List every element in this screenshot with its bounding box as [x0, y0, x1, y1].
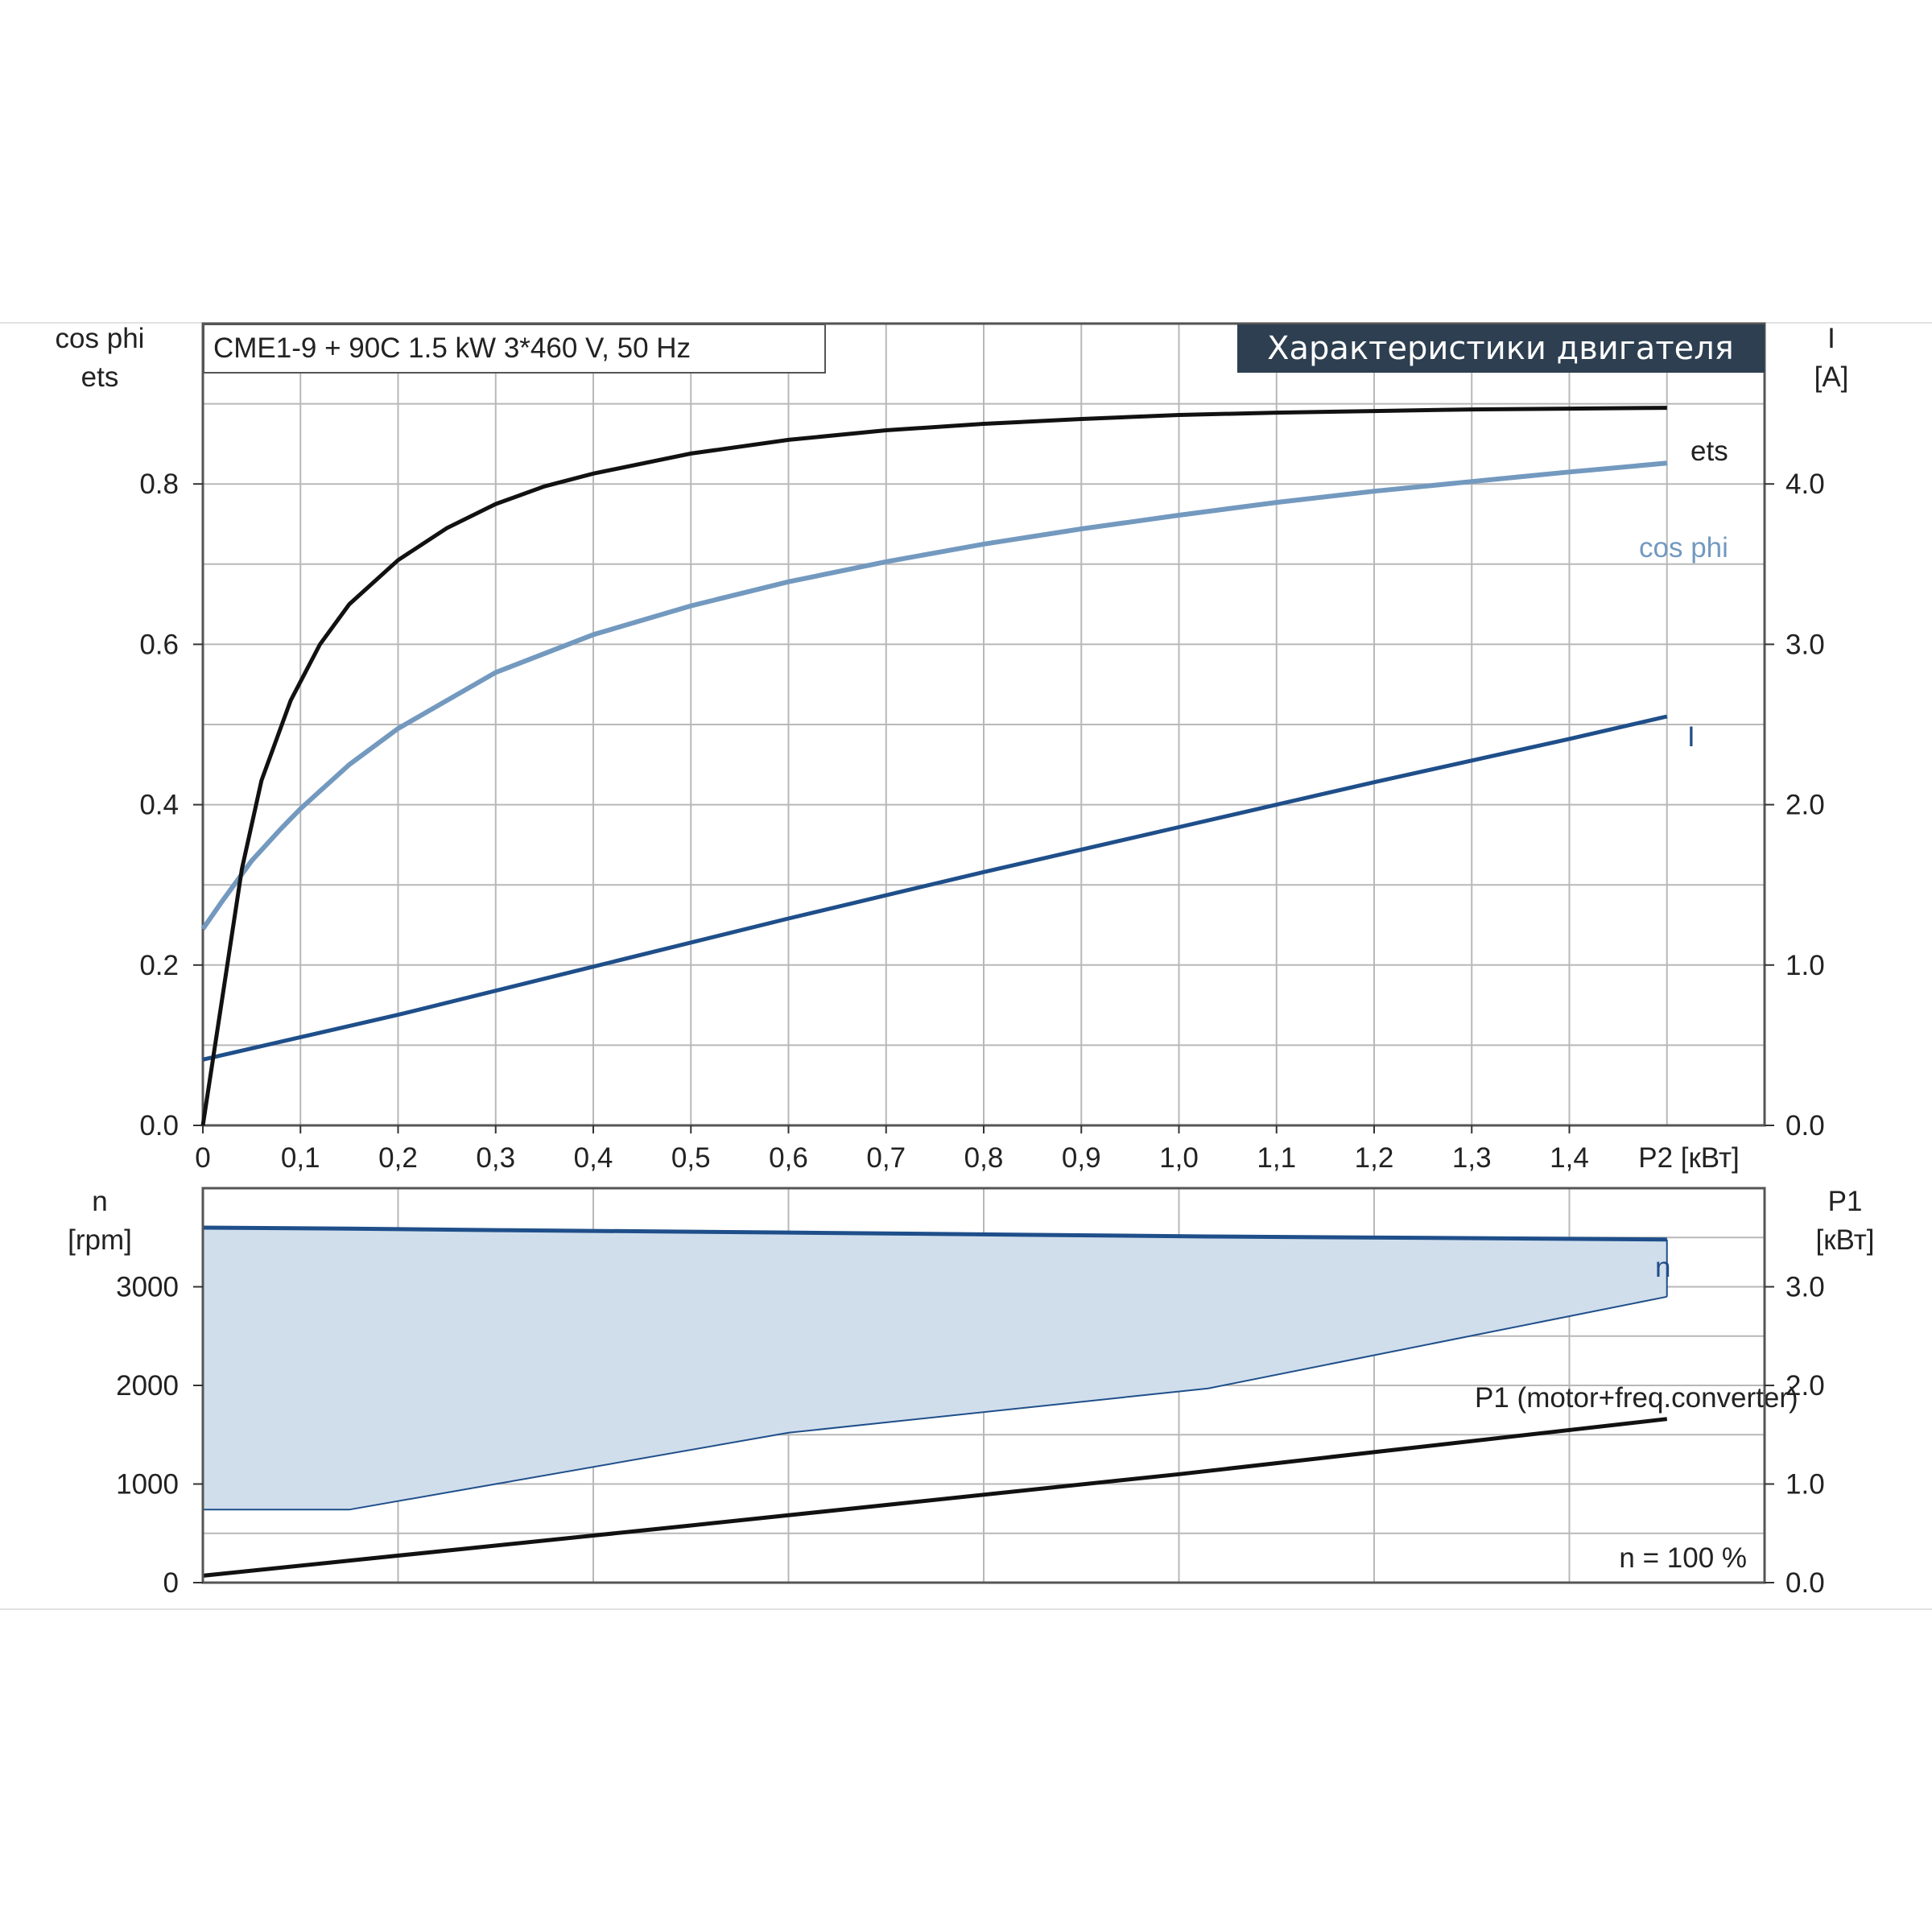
y-right-axis-label: [кВт] [1816, 1224, 1875, 1256]
speed-annotation: n = 100 % [1619, 1542, 1747, 1574]
x-tick-label: 0 [195, 1142, 210, 1174]
speed-upper-line [202, 1225, 1667, 1242]
y-left-tick-label: 2000 [116, 1370, 179, 1402]
y-left-tick-label: 3000 [116, 1272, 179, 1303]
series-line-current [202, 714, 1668, 1062]
x-tick-label: 0,7 [866, 1142, 906, 1174]
series-label-ets: ets [1690, 436, 1728, 467]
subtitle-box [203, 324, 826, 374]
y-right-tick-label: 2.0 [1785, 790, 1825, 821]
y-right-axis-label: P1 [1828, 1186, 1863, 1217]
y-right-tick-label: 2.0 [1785, 1370, 1825, 1402]
y-left-tick-label: 0.8 [139, 469, 179, 500]
series-label-cos-phi: cos phi [1639, 532, 1728, 564]
y-left-axis-label: ets [81, 361, 119, 393]
x-tick-label: 0,4 [574, 1142, 613, 1174]
y-left-axis-label: [rpm] [68, 1224, 132, 1256]
y-left-tick-label: 0.4 [139, 790, 179, 821]
x-tick-label: 1,3 [1452, 1142, 1492, 1174]
series-label-p1: P1 (motor+freq.converter) [1475, 1382, 1798, 1414]
y-left-tick-label: 0 [163, 1567, 179, 1599]
y-left-tick-label: 0.2 [139, 950, 179, 981]
speed-range-area [203, 1228, 1667, 1510]
y-right-tick-label: 3.0 [1785, 1272, 1825, 1303]
series-line-ets [200, 406, 1667, 1126]
speed-lower-line [203, 1295, 1667, 1511]
y-right-tick-label: 0.0 [1785, 1110, 1825, 1141]
y-left-axis-label: n [92, 1186, 107, 1217]
x-tick-label: 0,6 [769, 1142, 808, 1174]
y-left-tick-label: 0.0 [139, 1110, 179, 1141]
x-tick-label: 0,5 [671, 1142, 711, 1174]
series-label-current: I [1687, 721, 1695, 753]
y-right-tick-label: 4.0 [1785, 469, 1825, 500]
y-right-tick-label: 1.0 [1785, 1469, 1825, 1501]
y-right-tick-label: 0.0 [1785, 1567, 1825, 1599]
series-label-speed: n [1655, 1252, 1670, 1283]
y-right-axis-label: [A] [1814, 361, 1849, 393]
y-right-tick-label: 1.0 [1785, 950, 1825, 981]
x-tick-label: 0,2 [378, 1142, 418, 1174]
chart-title: Характеристики двигателя [1267, 330, 1734, 367]
y-left-tick-label: 1000 [116, 1469, 179, 1501]
y-left-tick-label: 0.6 [139, 629, 179, 660]
x-tick-label: 1,1 [1257, 1142, 1296, 1174]
x-tick-label: 0,1 [281, 1142, 320, 1174]
x-tick-label: 0,8 [964, 1142, 1004, 1174]
series-line-p1 [202, 1417, 1668, 1578]
title-banner [1237, 324, 1765, 373]
y-right-axis-label: I [1827, 323, 1835, 354]
x-tick-label: 1,2 [1355, 1142, 1394, 1174]
x-tick-label: 1,4 [1550, 1142, 1589, 1174]
x-tick-label: 0,9 [1062, 1142, 1101, 1174]
x-tick-label: 0,3 [476, 1142, 515, 1174]
y-right-tick-label: 3.0 [1785, 629, 1825, 660]
chart-subtitle: CME1-9 + 90C 1.5 kW 3*460 V, 50 Hz [213, 332, 691, 364]
x-axis-label: P2 [кВт] [1638, 1142, 1740, 1174]
x-tick-label: 1,0 [1159, 1142, 1199, 1174]
series-line-cos-phi [200, 460, 1668, 931]
y-left-axis-label: cos phi [56, 323, 145, 354]
